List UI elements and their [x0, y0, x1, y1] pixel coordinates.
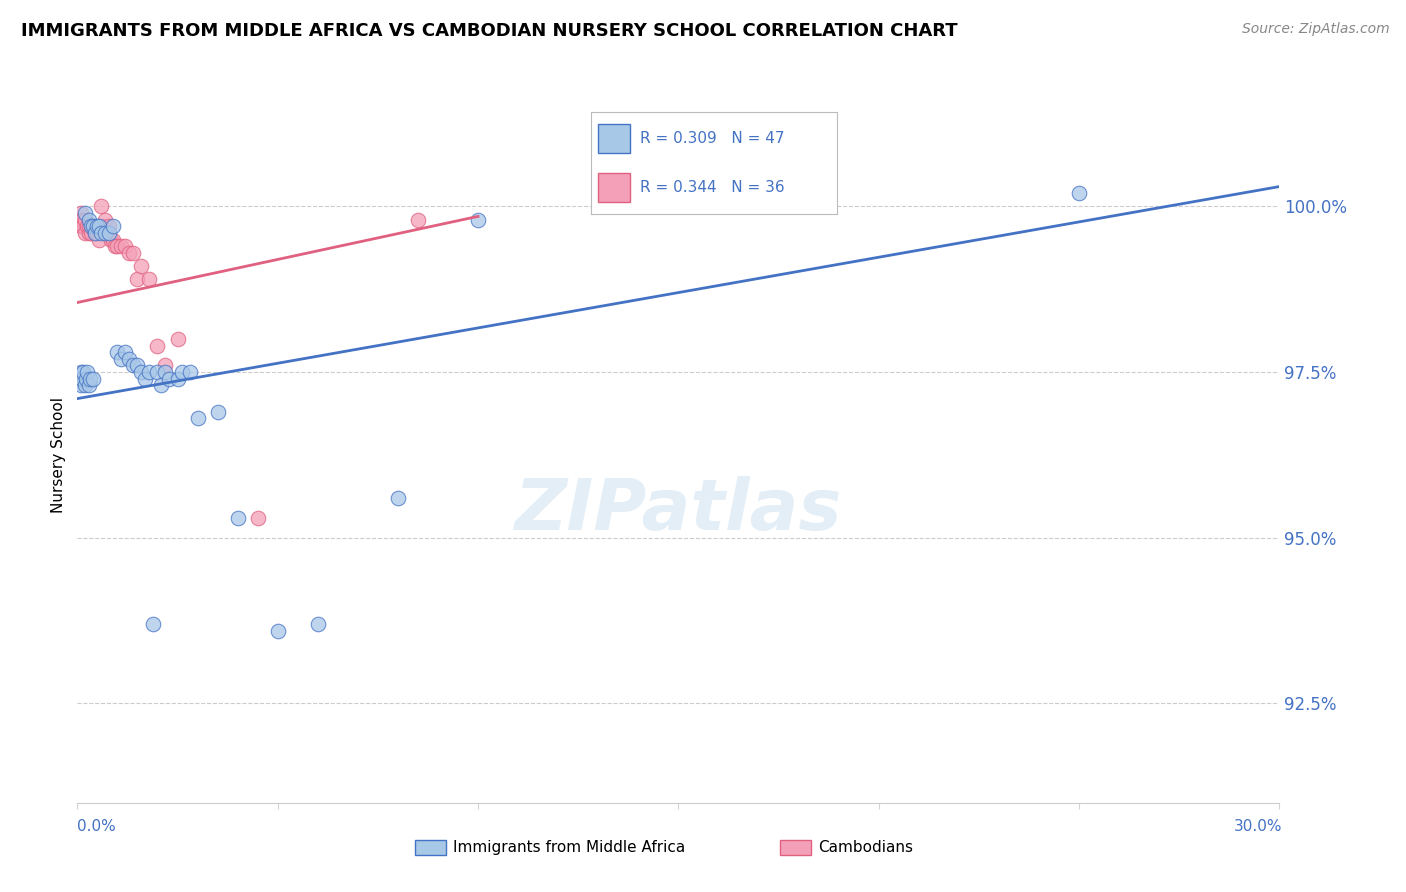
Point: [138, 272, 160, 286]
Point: [70, 378, 93, 392]
Point: [69, 206, 91, 220]
Point: [110, 239, 132, 253]
Point: [246, 511, 269, 525]
Point: [75, 206, 97, 220]
Point: [387, 491, 409, 505]
Point: [89, 233, 111, 247]
Point: [114, 239, 136, 253]
Point: [84, 226, 107, 240]
Point: [80, 226, 103, 240]
Point: [90, 199, 112, 213]
Point: [89, 219, 111, 234]
Point: [70, 372, 93, 386]
Point: [79, 219, 101, 234]
Point: [179, 365, 201, 379]
Point: [94, 212, 117, 227]
Point: [159, 372, 181, 386]
Point: [70, 219, 93, 234]
Point: [75, 372, 97, 386]
Point: [82, 219, 104, 234]
Point: [103, 219, 125, 234]
Point: [142, 616, 165, 631]
Point: [104, 239, 127, 253]
Point: [207, 405, 229, 419]
Point: [75, 212, 97, 227]
Point: [146, 338, 169, 352]
Point: [1069, 186, 1091, 201]
Point: [67, 212, 90, 227]
Point: [110, 351, 132, 366]
Point: [186, 411, 209, 425]
Point: [166, 372, 188, 386]
Point: [406, 212, 429, 227]
Point: [122, 359, 145, 373]
Point: [127, 359, 149, 373]
Point: [79, 212, 101, 227]
Point: [96, 226, 118, 240]
Point: [77, 226, 100, 240]
Point: [107, 239, 129, 253]
Point: [307, 616, 329, 631]
Point: [93, 219, 115, 234]
Point: [146, 365, 169, 379]
FancyBboxPatch shape: [598, 173, 630, 202]
Point: [72, 365, 94, 379]
Point: [98, 219, 121, 234]
Point: [118, 351, 141, 366]
Point: [131, 365, 153, 379]
Point: [84, 226, 107, 240]
Point: [94, 226, 117, 240]
Text: 0.0%: 0.0%: [77, 820, 117, 834]
Text: IMMIGRANTS FROM MIDDLE AFRICA VS CAMBODIAN NURSERY SCHOOL CORRELATION CHART: IMMIGRANTS FROM MIDDLE AFRICA VS CAMBODI…: [21, 22, 957, 40]
Text: ZIPatlas: ZIPatlas: [515, 476, 842, 545]
Point: [122, 245, 145, 260]
Point: [73, 378, 96, 392]
Point: [103, 233, 125, 247]
Text: R = 0.344   N = 36: R = 0.344 N = 36: [640, 180, 785, 195]
Point: [67, 372, 90, 386]
Point: [166, 332, 188, 346]
Point: [114, 345, 136, 359]
Point: [100, 233, 122, 247]
Text: R = 0.309   N = 47: R = 0.309 N = 47: [640, 130, 785, 145]
Point: [86, 226, 108, 240]
Point: [107, 345, 129, 359]
Point: [118, 245, 141, 260]
Point: [77, 378, 100, 392]
Text: Cambodians: Cambodians: [818, 840, 914, 855]
Point: [86, 219, 108, 234]
Point: [150, 378, 173, 392]
Point: [134, 372, 156, 386]
Point: [98, 226, 121, 240]
Point: [170, 365, 193, 379]
Point: [155, 365, 177, 379]
Point: [76, 365, 98, 379]
Text: Source: ZipAtlas.com: Source: ZipAtlas.com: [1241, 22, 1389, 37]
Point: [155, 359, 177, 373]
Point: [131, 259, 153, 273]
Y-axis label: Nursery School: Nursery School: [51, 397, 66, 513]
Point: [79, 372, 101, 386]
Point: [82, 372, 104, 386]
Point: [82, 219, 104, 234]
Point: [69, 365, 91, 379]
Point: [80, 219, 103, 234]
Point: [76, 219, 98, 234]
Point: [226, 511, 249, 525]
Point: [70, 212, 93, 227]
Text: Immigrants from Middle Africa: Immigrants from Middle Africa: [453, 840, 685, 855]
Point: [90, 226, 112, 240]
Point: [127, 272, 149, 286]
Text: 30.0%: 30.0%: [1234, 820, 1282, 834]
Point: [73, 226, 96, 240]
Point: [467, 212, 489, 227]
Point: [267, 624, 290, 638]
FancyBboxPatch shape: [598, 124, 630, 153]
Point: [72, 219, 94, 234]
Point: [138, 365, 160, 379]
